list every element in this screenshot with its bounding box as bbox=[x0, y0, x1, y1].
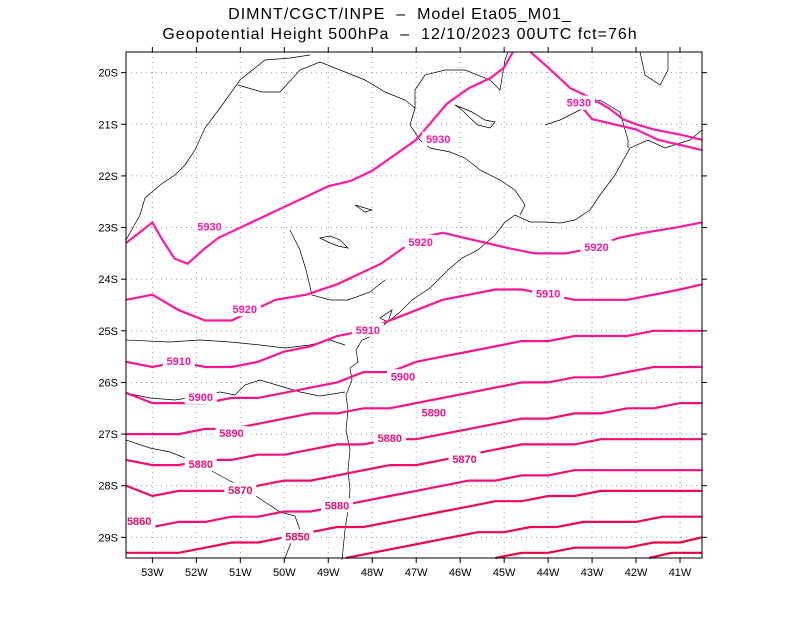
lat-tick-label: 20S bbox=[98, 68, 118, 80]
contour-5900 bbox=[125, 329, 702, 405]
contour-label-bg bbox=[224, 482, 257, 497]
contour-5850 bbox=[126, 489, 702, 554]
lon-tick-label: 50W bbox=[273, 567, 296, 579]
contour-5820 bbox=[648, 551, 702, 560]
contour-label: 5890 bbox=[422, 407, 446, 419]
contour-label-bg bbox=[404, 235, 437, 250]
contour-label-bg bbox=[193, 219, 226, 234]
contour-label: 5900 bbox=[391, 371, 415, 383]
lat-tick-label: 27S bbox=[98, 429, 118, 441]
contour-label: 5850 bbox=[285, 531, 309, 543]
contour-label: 5910 bbox=[536, 289, 560, 301]
coastline bbox=[341, 129, 703, 561]
contour-5930 bbox=[529, 51, 703, 141]
contour-5840 bbox=[345, 515, 702, 560]
lat-tick-label: 23S bbox=[98, 223, 118, 235]
contour-label: 5870 bbox=[228, 485, 252, 497]
contour-label: 5870 bbox=[452, 454, 476, 466]
geopotential-contours bbox=[125, 51, 703, 560]
contour-5930 bbox=[125, 51, 514, 265]
contour-label-bg bbox=[321, 498, 354, 513]
lat-tick-label: 21S bbox=[98, 119, 118, 131]
contour-label-bg bbox=[417, 405, 450, 420]
contour-label: 5910 bbox=[356, 325, 380, 337]
contour-label: 5880 bbox=[189, 459, 213, 471]
contour-label: 5930 bbox=[197, 222, 221, 234]
lon-tick-label: 53W bbox=[141, 567, 164, 579]
contour-label-bg bbox=[228, 302, 261, 317]
contour-label: 5930 bbox=[426, 134, 450, 146]
state-border-1 bbox=[125, 54, 311, 241]
state-border-2 bbox=[237, 51, 509, 109]
lon-tick-label: 48W bbox=[361, 567, 384, 579]
lat-tick-label: 24S bbox=[98, 274, 118, 286]
contour-5930 bbox=[578, 102, 703, 152]
contour-label: 5920 bbox=[584, 242, 608, 254]
contour-label-bg bbox=[448, 451, 481, 466]
contour-label: 5920 bbox=[408, 237, 432, 249]
map-title-line-1: DIMNT/CGCT/INPE – Model Eta05_M01_ bbox=[228, 6, 572, 23]
contour-5910 bbox=[125, 283, 703, 369]
lon-tick-label: 51W bbox=[229, 567, 252, 579]
lon-tick-label: 52W bbox=[185, 567, 208, 579]
contour-5830 bbox=[495, 536, 703, 560]
contour-label-bg bbox=[387, 369, 420, 384]
axis-ticks: 53W 52W 51W 50W 49W 48W 47W 46W 45W 44W 43W 42W 41W 2… bbox=[98, 47, 707, 579]
lon-tick-label: 44W bbox=[537, 567, 560, 579]
contour-label-bg bbox=[562, 95, 595, 110]
island bbox=[379, 309, 393, 323]
lat-tick-label: 22S bbox=[98, 171, 118, 183]
lon-tick-label: 43W bbox=[581, 567, 604, 579]
reservoir-2 bbox=[454, 104, 496, 129]
lon-tick-label: 47W bbox=[405, 567, 428, 579]
state-border-5 bbox=[639, 51, 669, 86]
contour-label: 5930 bbox=[567, 98, 591, 110]
contour-label-bg bbox=[580, 240, 613, 255]
contour-5880 bbox=[125, 469, 702, 529]
contour-label: 5860 bbox=[127, 516, 151, 528]
contour-label-bg bbox=[373, 431, 406, 446]
contour-label: 5920 bbox=[232, 304, 256, 316]
map-frame bbox=[125, 51, 703, 559]
lat-tick-label: 29S bbox=[98, 532, 118, 544]
contour-label: 5880 bbox=[325, 500, 349, 512]
contour-label-bg bbox=[123, 513, 156, 528]
state-border-8 bbox=[125, 379, 346, 401]
contour-5870 bbox=[125, 438, 702, 498]
contour-label-bg bbox=[422, 131, 455, 146]
contour-label-bg bbox=[162, 353, 195, 368]
reservoir bbox=[318, 235, 350, 249]
state-border-4 bbox=[544, 99, 629, 148]
lat-tick-label: 25S bbox=[98, 326, 118, 338]
contour-labels: 5930 5930 5930 5920 5920 5920 5910 5910 5910 5900… bbox=[123, 95, 613, 544]
lon-tick-label: 41W bbox=[669, 567, 692, 579]
contour-label-bg bbox=[184, 389, 217, 404]
map-title-line-2: Geopotential Height 500hPa – 12/10/2023 … bbox=[162, 26, 638, 43]
reservoir-3 bbox=[354, 204, 374, 213]
contour-label: 5900 bbox=[189, 392, 213, 404]
contour-label: 5880 bbox=[378, 433, 402, 445]
state-border-3 bbox=[409, 107, 526, 216]
contour-label-bg bbox=[215, 426, 248, 441]
lon-tick-label: 45W bbox=[493, 567, 516, 579]
contour-label-bg bbox=[184, 457, 217, 472]
lon-tick-label: 46W bbox=[449, 567, 472, 579]
lon-tick-label: 42W bbox=[625, 567, 648, 579]
contour-label: 5910 bbox=[167, 356, 191, 368]
grid-lines bbox=[126, 52, 702, 558]
contour-label-bg bbox=[532, 286, 565, 301]
lat-tick-label: 26S bbox=[98, 377, 118, 389]
contour-label: 5890 bbox=[219, 428, 243, 440]
coastline-and-borders bbox=[125, 51, 703, 561]
contour-5880 bbox=[125, 402, 702, 467]
state-border-6 bbox=[289, 229, 386, 301]
lon-tick-label: 49W bbox=[317, 567, 340, 579]
contour-label-bg bbox=[351, 322, 384, 337]
contour-label-bg bbox=[281, 529, 314, 544]
lat-tick-label: 28S bbox=[98, 481, 118, 493]
